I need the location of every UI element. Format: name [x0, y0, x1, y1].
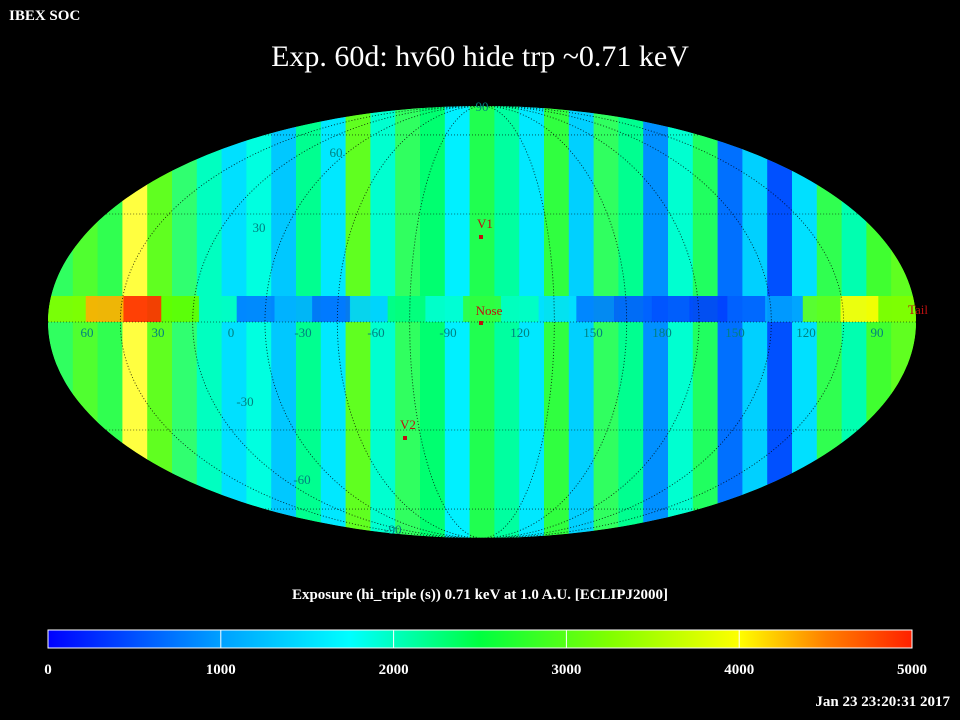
- longitude-label: -90: [439, 325, 456, 340]
- colorbar-label: Exposure (hi_triple (s)) 0.71 keV at 1.0…: [291, 587, 669, 603]
- marker-label: Nose: [476, 303, 503, 318]
- longitude-label: 60: [81, 325, 94, 340]
- longitude-label: 150: [725, 325, 745, 340]
- latitude-label: -90: [384, 522, 401, 537]
- marker-nose: Nose: [476, 303, 503, 325]
- colorbar: 0 1000 2000 3000 4000 5000: [44, 629, 927, 678]
- page-title: Exp. 60d: hv60 hide trp ~0.71 keV: [271, 40, 689, 73]
- longitude-label: 30: [152, 325, 165, 340]
- marker-v1: V1: [477, 216, 493, 239]
- longitude-label: 90: [871, 325, 884, 340]
- colorbar-tick-label: 3000: [551, 662, 581, 678]
- colorbar-gradient: [47, 629, 913, 649]
- marker-v2: V2: [400, 417, 416, 440]
- marker-label: Tail: [908, 302, 928, 317]
- longitude-label: 120: [510, 325, 530, 340]
- latitude-label: -30: [236, 394, 253, 409]
- colorbar-tick-label: 1000: [206, 662, 236, 678]
- marker-label: V2: [400, 417, 416, 432]
- marker-label: V1: [477, 216, 493, 231]
- longitude-label: -30: [294, 325, 311, 340]
- timestamp: Jan 23 23:20:31 2017: [815, 694, 950, 710]
- longitude-label: 150: [583, 325, 603, 340]
- colorbar-tick-label: 5000: [897, 662, 927, 678]
- latitude-label: -60: [293, 472, 310, 487]
- marker-tail: Tail: [908, 302, 928, 317]
- org-label: IBEX SOC: [9, 8, 81, 24]
- longitude-label: 120: [796, 325, 816, 340]
- colorbar-tick-label: 0: [44, 662, 52, 678]
- latitude-label: 60: [330, 145, 343, 160]
- longitude-label: -60: [367, 325, 384, 340]
- colorbar-tick-label: 2000: [379, 662, 409, 678]
- longitude-label: 0: [228, 325, 235, 340]
- colorbar-tick-label: 4000: [724, 662, 754, 678]
- longitude-label: 180: [652, 325, 672, 340]
- latitude-label: 90: [476, 99, 489, 114]
- latitude-label: 30: [253, 220, 266, 235]
